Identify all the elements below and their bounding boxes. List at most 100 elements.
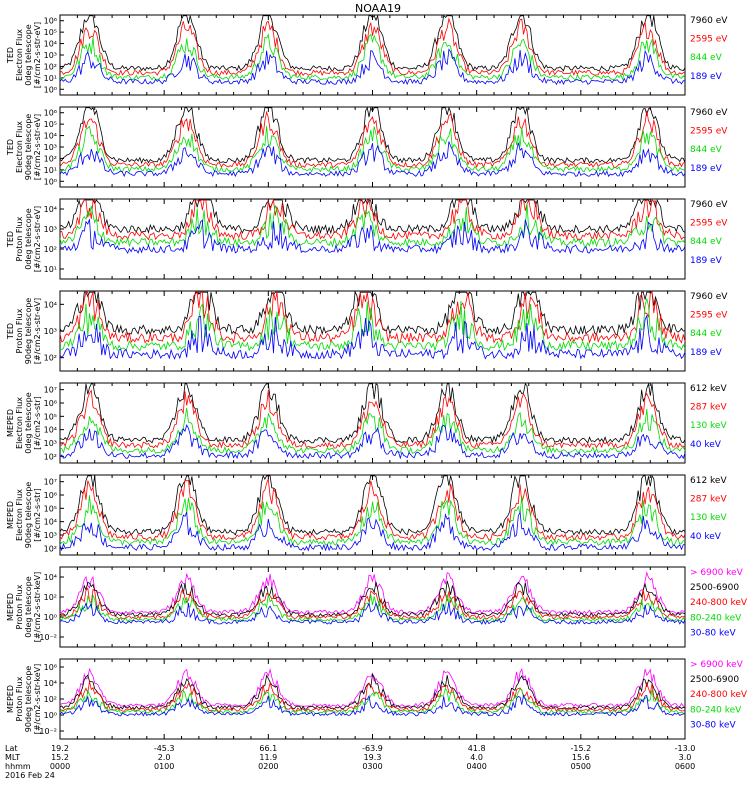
- series-line: [59, 495, 686, 547]
- y-tick-label: 10⁶: [44, 399, 57, 408]
- y-tick-label: 10³: [44, 51, 57, 60]
- legend-entry: 7960 eV: [690, 292, 728, 302]
- y-axis-label-line: Proton Flux: [15, 584, 24, 629]
- y-axis-label-line: Proton Flux: [15, 216, 24, 261]
- x-tick-label: 15.2: [51, 753, 69, 762]
- y-axis-label-line: TED: [6, 231, 15, 248]
- panel-4: 10² 10³ 10⁴ TED Proton Flux 90deg telescope [#…: [6, 290, 728, 372]
- legend-entry: 287 keV: [690, 403, 727, 413]
- y-tick-label: 10⁴: [44, 205, 57, 214]
- y-axis-label-line: MEPED: [6, 593, 15, 621]
- legend-entry: 189 eV: [690, 348, 723, 358]
- y-tick-label: 10⁵: [44, 504, 57, 513]
- x-tick-label: 2.0: [158, 753, 171, 762]
- y-axis-label-line: TED: [6, 323, 15, 340]
- y-axis-label-line: [#/cm2-s-str]: [33, 396, 42, 449]
- series-line: [59, 580, 686, 618]
- y-tick-label: 10³: [44, 439, 57, 448]
- series-line: [59, 474, 686, 536]
- legend-entry: 80-240 keV: [690, 613, 742, 623]
- series-line: [59, 601, 686, 625]
- x-tick-label: 41.8: [468, 744, 486, 753]
- series-line: [59, 314, 686, 360]
- y-tick-label: 10⁰: [44, 711, 57, 720]
- y-tick-label: 10⁴: [44, 573, 57, 582]
- legend-entry: 80-240 keV: [690, 705, 742, 715]
- legend-entry: 7960 eV: [690, 16, 728, 26]
- y-tick-label: 10⁶: [44, 17, 57, 26]
- panel-5: 10² 10³ 10⁴ 10⁵ 10⁶ 10⁷ MEPED Electron Flux 0deg…: [6, 382, 727, 464]
- series-line: [59, 478, 686, 541]
- series-line: [59, 667, 686, 708]
- y-axis-label-line: MEPED: [6, 501, 15, 529]
- series-line: [59, 407, 686, 455]
- series-line: [59, 290, 686, 336]
- y-tick-label: 10²: [44, 593, 57, 602]
- y-tick-label: 10⁴: [44, 40, 57, 49]
- legend-entry: 189 eV: [690, 164, 723, 174]
- series-line: [59, 17, 686, 77]
- series-line: [59, 571, 686, 615]
- legend-entry: 130 keV: [690, 421, 727, 431]
- series-line: [59, 681, 686, 712]
- legend-entry: 844 eV: [690, 145, 723, 155]
- y-axis-label-line: 90deg telescope: [24, 666, 33, 733]
- y-tick-label: 10⁴: [44, 132, 57, 141]
- y-tick-label: 10⁷: [44, 386, 57, 395]
- y-tick-label: 10⁴: [44, 300, 57, 309]
- y-axis-label-line: Electron Flux: [15, 121, 24, 173]
- y-axis-label-line: [#/cm2-s-str-keV]: [33, 572, 42, 643]
- y-tick-label: 10²: [44, 154, 57, 163]
- series-line: [59, 33, 686, 81]
- legend-entry: 844 eV: [690, 53, 723, 63]
- y-axis-label-line: 0deg telescope: [24, 576, 33, 637]
- series-line: [59, 687, 686, 715]
- legend-entry: 2595 eV: [690, 219, 728, 229]
- series-line: [59, 14, 686, 72]
- legend-entry: 612 keV: [690, 384, 727, 394]
- legend-entry: 2500-6900: [690, 583, 739, 593]
- y-axis-label-line: Proton Flux: [15, 676, 24, 721]
- x-tick-label: -13.0: [675, 744, 696, 753]
- y-axis-label-line: MEPED: [6, 409, 15, 437]
- legend-entry: > 6900 keV: [690, 660, 744, 670]
- series-line: [59, 382, 686, 444]
- legend-entry: 2595 eV: [690, 127, 728, 137]
- chart-title: NOAA19: [355, 2, 401, 15]
- y-axis-label-line: 0deg telescope: [24, 392, 33, 453]
- y-axis-label-line: [#/cm2-s-str]: [33, 488, 42, 541]
- y-tick-label: 10¹: [44, 265, 57, 274]
- panel-2: 10⁰ 10¹ 10² 10³ 10⁴ 10⁵ 10⁶ TED Electron Flux 90d…: [6, 106, 728, 188]
- x-tick-label: 4.0: [470, 753, 483, 762]
- y-axis-label-line: 90deg telescope: [24, 482, 33, 549]
- legend-entry: 2500-6900: [690, 675, 739, 685]
- y-axis-label-line: [#/cm2-s-str-keV]: [33, 664, 42, 735]
- y-tick-label: 10⁰: [44, 85, 57, 94]
- legend-entry: 612 keV: [690, 476, 727, 486]
- legend-entry: > 6900 keV: [690, 568, 744, 578]
- y-tick-label: 10²: [44, 544, 57, 553]
- x-tick-label: -45.3: [154, 744, 175, 753]
- x-tick-label: 0500: [571, 762, 591, 771]
- x-tick-label: 0300: [362, 762, 382, 771]
- series-line: [59, 298, 686, 352]
- legend-entry: 7960 eV: [690, 200, 728, 210]
- legend-entry: 844 eV: [690, 329, 723, 339]
- x-tick-label: 11.9: [259, 753, 277, 762]
- y-tick-label: 10⁻²: [39, 727, 57, 736]
- legend-entry: 189 eV: [690, 256, 723, 266]
- y-axis-label-line: 0deg telescope: [24, 24, 33, 85]
- y-tick-label: 10⁰: [44, 613, 57, 622]
- y-tick-label: 10⁶: [44, 109, 57, 118]
- series-line: [59, 106, 686, 165]
- series-line: [59, 125, 686, 173]
- y-tick-label: 10²: [44, 245, 57, 254]
- y-tick-label: 10⁷: [44, 478, 57, 487]
- series-line: [59, 511, 686, 552]
- x-row-label: Lat: [5, 744, 18, 753]
- y-axis-label-line: TED: [6, 47, 15, 64]
- x-tick-label: 19.3: [364, 753, 382, 762]
- y-tick-label: 10⁶: [44, 491, 57, 500]
- x-tick-label: 15.6: [572, 753, 590, 762]
- series-line: [59, 110, 686, 169]
